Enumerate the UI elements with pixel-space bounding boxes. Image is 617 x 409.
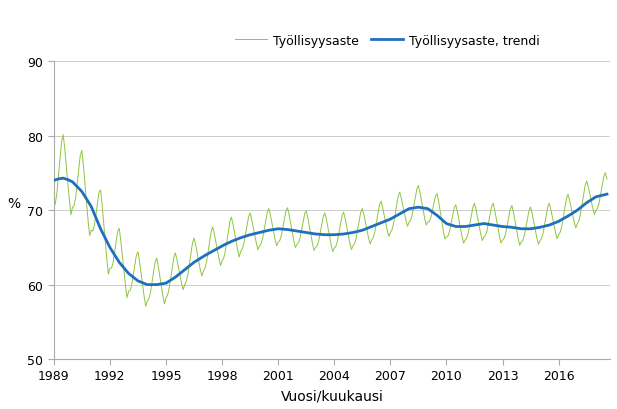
Työllisyysaste, trendi <box>86 202 93 207</box>
Työllisyysaste <box>430 201 437 206</box>
Työllisyysaste <box>603 177 611 182</box>
Työllisyysaste, trendi <box>381 220 388 225</box>
Työllisyysaste, trendi <box>257 230 265 235</box>
Työllisyysaste, trendi <box>572 209 579 214</box>
Työllisyysaste, trendi <box>430 211 437 216</box>
Työllisyysaste <box>572 226 579 231</box>
Työllisyysaste <box>50 205 57 210</box>
Työllisyysaste, trendi <box>59 176 67 181</box>
Työllisyysaste, trendi <box>402 209 410 213</box>
Line: Työllisyysaste: Työllisyysaste <box>54 135 607 307</box>
Legend: Työllisyysaste, Työllisyysaste, trendi: Työllisyysaste, Työllisyysaste, trendi <box>231 30 545 53</box>
Työllisyysaste <box>142 304 149 309</box>
Työllisyysaste <box>402 218 410 223</box>
Työllisyysaste, trendi <box>603 192 611 197</box>
Työllisyysaste <box>59 133 67 138</box>
Työllisyysaste <box>381 213 388 218</box>
Työllisyysaste <box>257 242 265 247</box>
Line: Työllisyysaste, trendi: Työllisyysaste, trendi <box>54 179 607 285</box>
Työllisyysaste <box>86 234 93 238</box>
X-axis label: Vuosi/kuukausi: Vuosi/kuukausi <box>281 388 383 402</box>
Y-axis label: %: % <box>7 197 20 211</box>
Työllisyysaste, trendi <box>50 178 57 183</box>
Työllisyysaste, trendi <box>144 283 151 288</box>
